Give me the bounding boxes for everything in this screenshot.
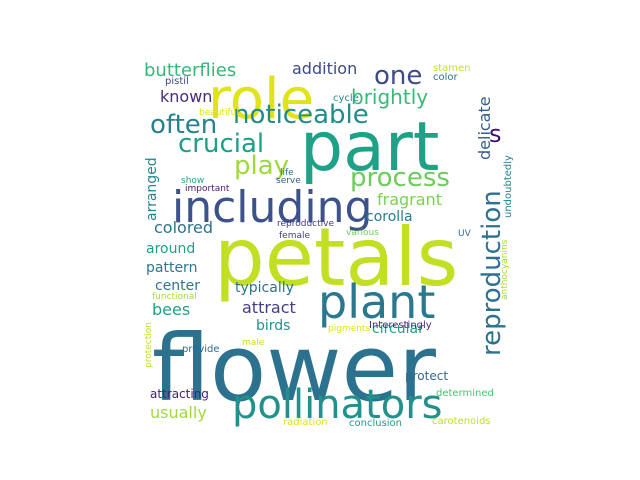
cloud-word-around: around <box>146 241 195 257</box>
cloud-word-delicate: delicate <box>475 96 494 160</box>
cloud-word-determined: determined <box>436 388 494 399</box>
cloud-word-plant: plant <box>318 275 435 329</box>
cloud-word-pollinators: pollinators <box>232 382 443 428</box>
cloud-word-provide: provide <box>182 344 220 355</box>
cloud-word-noticeable: noticeable <box>233 100 369 130</box>
cloud-word-stamen: stamen <box>433 63 471 74</box>
cloud-word-protect: protect <box>405 369 448 383</box>
cloud-word-color: color <box>433 72 459 83</box>
cloud-word-show: show <box>181 176 204 186</box>
cloud-word-butterflies: butterflies <box>144 60 236 81</box>
cloud-word-part: part <box>300 108 439 187</box>
cloud-word-attract: attract <box>242 298 296 317</box>
cloud-word-role: role <box>208 67 314 132</box>
cloud-word-pigments: pigments <box>328 324 370 334</box>
cloud-word-brightly: brightly <box>351 85 428 109</box>
cloud-word-flower: flower <box>152 315 436 422</box>
cloud-word-known: known <box>160 87 212 106</box>
cloud-word-arranged: arranged <box>144 157 160 221</box>
cloud-word-pistil: pistil <box>165 76 189 87</box>
cloud-word-petals: petals <box>214 211 458 304</box>
cloud-word-one: one <box>374 61 422 91</box>
cloud-word-circular: circular <box>372 321 424 337</box>
cloud-word-often: often <box>150 110 217 140</box>
cloud-word-birds: birds <box>256 318 290 334</box>
cloud-word-reproduction: reproduction <box>477 190 507 356</box>
cloud-word-serve: serve <box>276 176 301 186</box>
cloud-word-s: s <box>489 120 502 148</box>
cloud-word-typically: typically <box>235 280 294 296</box>
cloud-word-usually: usually <box>150 403 207 422</box>
cloud-word-various: various <box>346 228 379 238</box>
cloud-word-including: including <box>172 182 372 233</box>
cloud-word-pattern: pattern <box>146 260 197 276</box>
cloud-word-carotenoids: carotenoids <box>432 416 491 427</box>
cloud-word-interestingly: Interestingly <box>369 320 432 331</box>
cloud-word-radiation: radiation <box>283 417 328 428</box>
cloud-word-female: female <box>279 231 310 241</box>
cloud-word-center: center <box>155 278 200 294</box>
cloud-word-protection: protection <box>144 322 154 368</box>
cloud-word-functional: functional <box>152 292 197 302</box>
cloud-word-addition: addition <box>292 59 357 78</box>
cloud-word-male: male <box>242 338 265 348</box>
cloud-word-attracting: attracting <box>150 387 209 401</box>
cloud-word-process: process <box>350 163 450 193</box>
cloud-word-fragrant: fragrant <box>377 190 442 209</box>
cloud-word-crucial: crucial <box>178 129 264 159</box>
cloud-word-corolla: corolla <box>366 209 413 225</box>
cloud-word-undoubtedly: undoubtedly <box>503 155 514 218</box>
cloud-word-important: important <box>185 184 230 194</box>
cloud-word-beautiful: beautiful <box>199 108 239 118</box>
cloud-word-life: life <box>280 168 294 178</box>
cloud-word-cycle: cycle <box>333 93 359 104</box>
cloud-word-reproductive: reproductive <box>277 219 334 229</box>
cloud-word-colored: colored <box>154 218 213 237</box>
cloud-word-play: play <box>234 151 289 181</box>
cloud-word-conclusion: conclusion <box>349 418 402 429</box>
cloud-word-uv: UV <box>458 229 472 239</box>
cloud-word-anthocyanins: anthocyanins <box>500 239 510 300</box>
cloud-word-bees: bees <box>152 300 190 319</box>
